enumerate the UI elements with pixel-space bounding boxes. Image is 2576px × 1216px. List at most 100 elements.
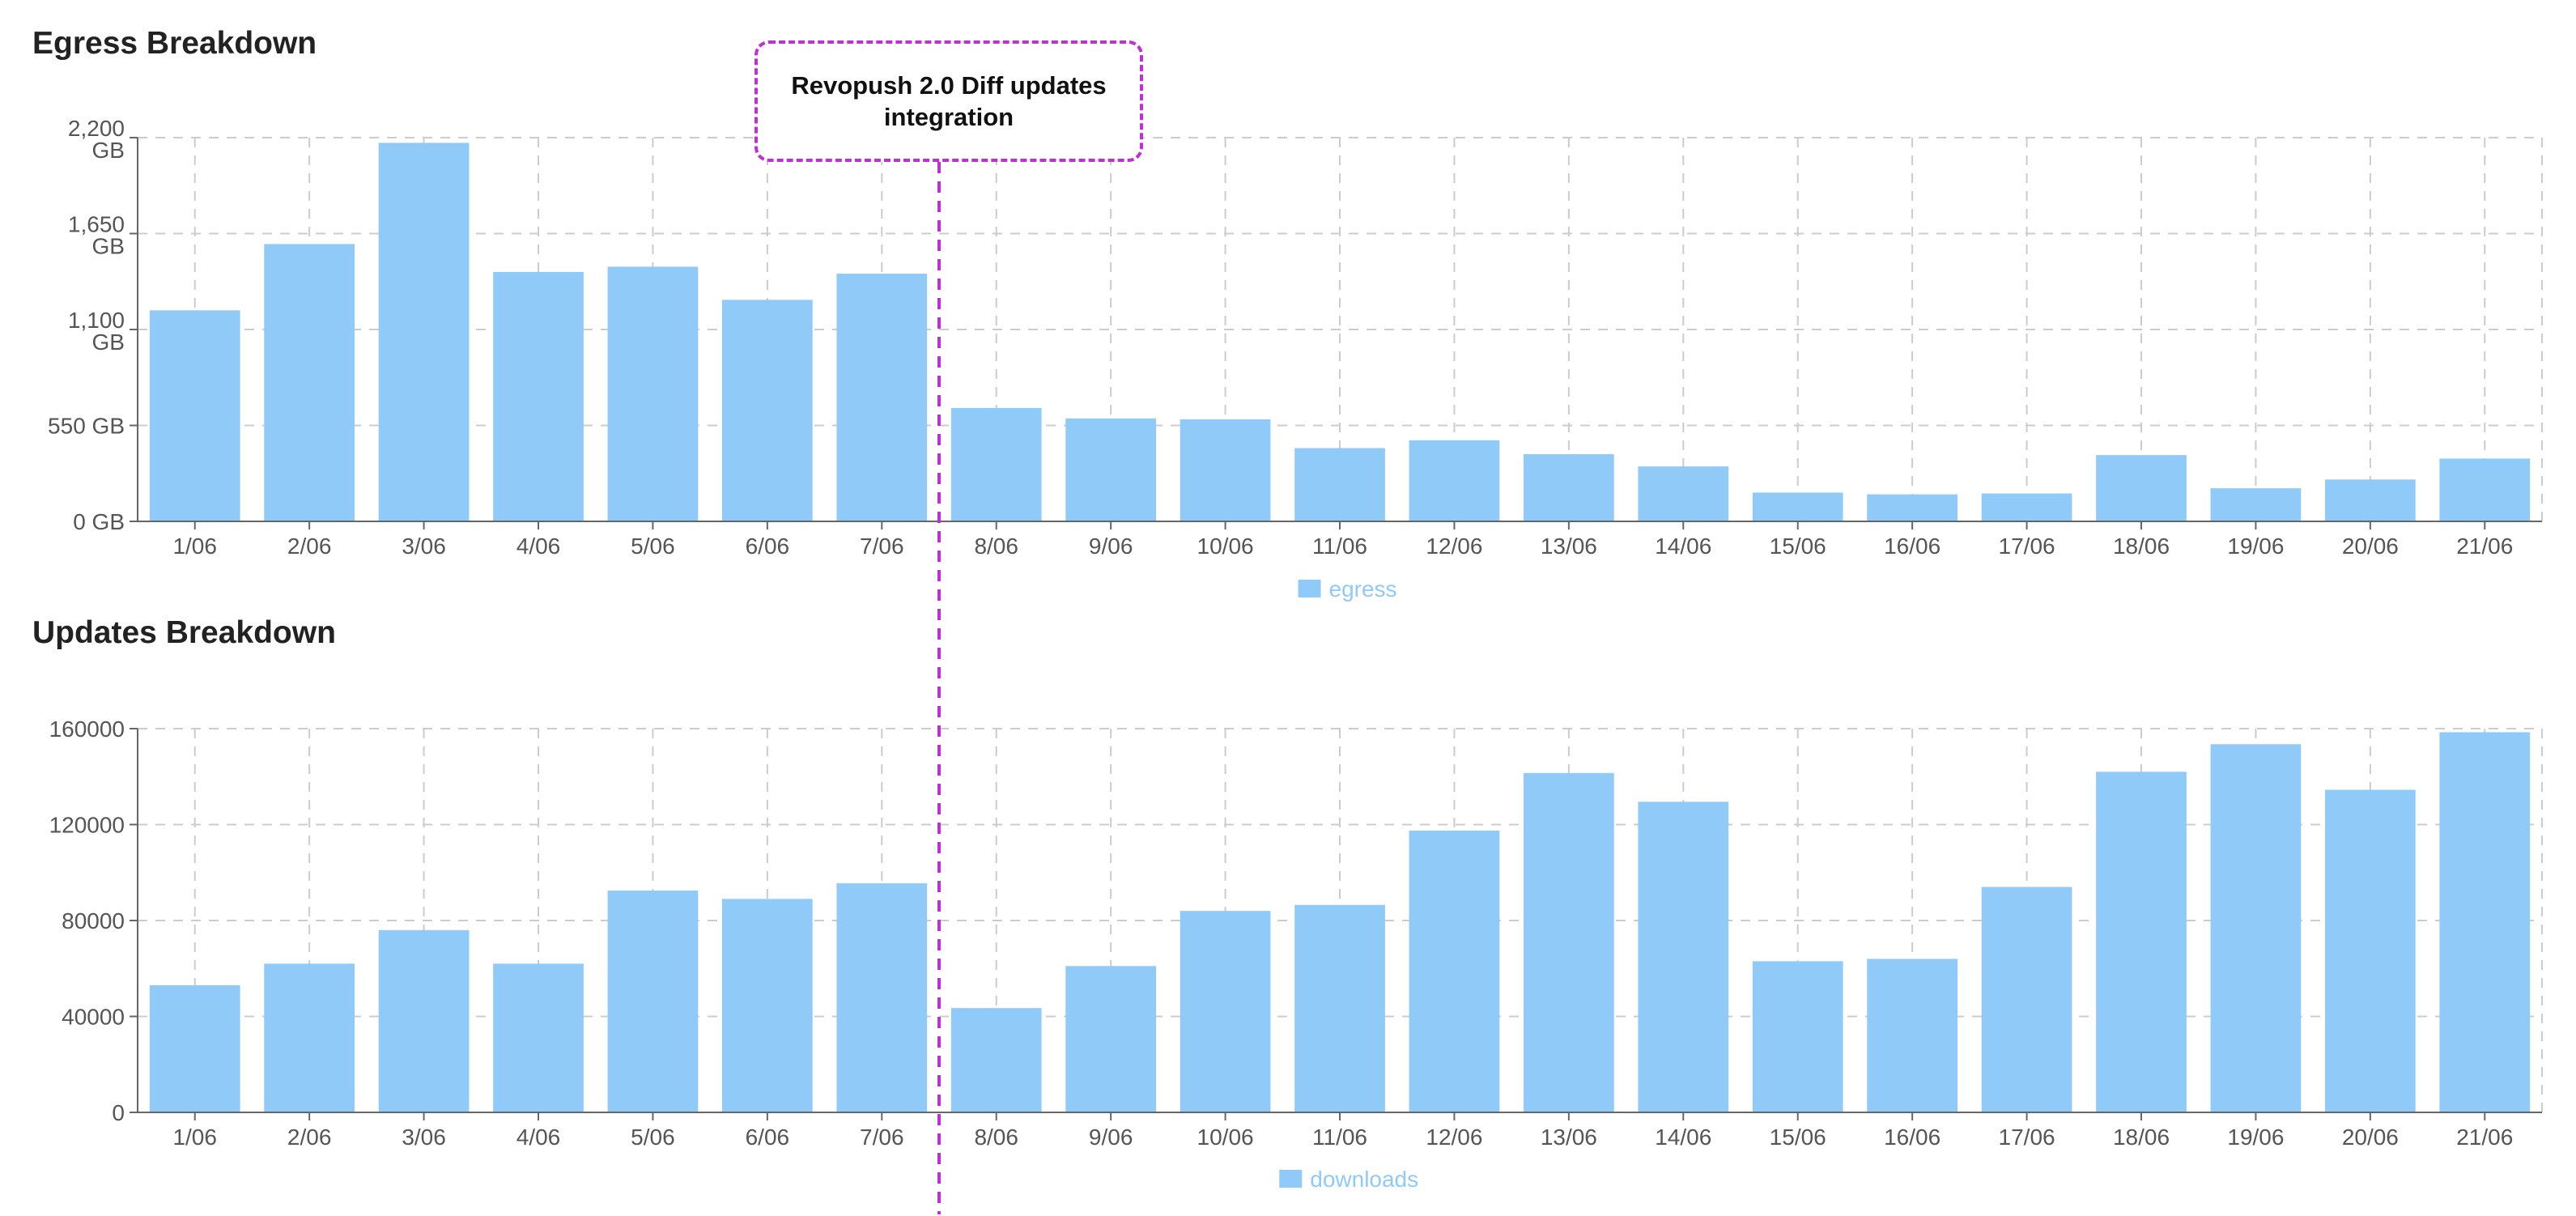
bar-downloads-14-06 (1638, 801, 1729, 1112)
x-tick-label: 20/06 (2342, 534, 2399, 559)
x-tick-label: 5/06 (631, 1125, 675, 1150)
x-tick-label: 18/06 (2113, 1125, 2170, 1150)
x-tick-label: 14/06 (1655, 1125, 1711, 1150)
bar-downloads-2-06 (264, 963, 355, 1112)
bar-egress-5-06 (607, 266, 699, 521)
bar-egress-7-06 (836, 274, 928, 521)
x-tick-label: 12/06 (1426, 1125, 1482, 1150)
x-tick-label: 9/06 (1089, 534, 1133, 559)
bar-egress-4-06 (493, 271, 584, 521)
y-tick-label: 80000 (62, 908, 125, 933)
legend-label: downloads (1310, 1167, 1418, 1192)
bar-downloads-11-06 (1294, 904, 1385, 1112)
x-tick-label: 2/06 (287, 1125, 332, 1150)
x-tick-label: 1/06 (172, 534, 217, 559)
bar-downloads-13-06 (1523, 772, 1614, 1112)
x-tick-label: 6/06 (746, 534, 790, 559)
bar-egress-18-06 (2096, 455, 2187, 521)
x-tick-label: 17/06 (1999, 534, 2055, 559)
x-tick-label: 4/06 (516, 1125, 561, 1150)
x-tick-label: 2/06 (287, 534, 332, 559)
egress-chart-title: Egress Breakdown (32, 26, 317, 61)
x-tick-label: 20/06 (2342, 1125, 2399, 1150)
x-tick-label: 4/06 (516, 534, 561, 559)
bar-egress-16-06 (1867, 494, 1958, 521)
x-tick-label: 16/06 (1884, 1125, 1941, 1150)
x-tick-label: 17/06 (1999, 1125, 2055, 1150)
bar-downloads-21-06 (2439, 732, 2531, 1112)
x-tick-label: 11/06 (1312, 534, 1367, 559)
y-tick-label: 40000 (62, 1005, 125, 1030)
bar-downloads-12-06 (1409, 830, 1500, 1112)
bar-downloads-7-06 (836, 883, 928, 1112)
x-tick-label: 1/06 (172, 1125, 217, 1150)
bar-downloads-15-06 (1752, 961, 1843, 1112)
y-tick-label: 2,200 GB (68, 116, 125, 163)
x-tick-label: 10/06 (1197, 534, 1254, 559)
x-tick-label: 7/06 (860, 534, 904, 559)
bar-egress-6-06 (721, 300, 813, 521)
x-tick-label: 15/06 (1770, 534, 1826, 559)
egress-chart: 0 GB 550 GB 1,100 GB 1,650 GB 2,200 GB 1/06 2/06 3… (48, 116, 2543, 602)
bar-downloads-4-06 (493, 963, 584, 1112)
y-tick-label: 0 (112, 1100, 125, 1125)
annotation-callout: Revopush 2.0 Diff updates integration (755, 40, 1143, 162)
y-tick-label: 0 GB (73, 509, 125, 534)
x-tick-label: 8/06 (974, 1125, 1018, 1150)
bar-downloads-20-06 (2324, 789, 2416, 1112)
x-tick-label: 16/06 (1884, 534, 1941, 559)
bar-egress-12-06 (1409, 440, 1500, 521)
x-tick-label: 5/06 (631, 534, 675, 559)
bar-egress-15-06 (1752, 492, 1843, 521)
bar-downloads-16-06 (1867, 959, 1958, 1112)
x-tick-label: 3/06 (402, 1125, 446, 1150)
bar-downloads-5-06 (607, 890, 699, 1112)
x-tick-label: 18/06 (2113, 534, 2170, 559)
x-tick-label: 13/06 (1541, 534, 1597, 559)
y-tick-label: 160000 (49, 716, 125, 742)
bar-downloads-18-06 (2096, 772, 2187, 1112)
x-tick-label: 14/06 (1655, 534, 1711, 559)
updates-chart-title: Updates Breakdown (32, 615, 336, 650)
x-tick-label: 12/06 (1426, 534, 1482, 559)
x-tick-label: 21/06 (2456, 1125, 2513, 1150)
bar-downloads-10-06 (1180, 911, 1271, 1112)
annotation-label: Revopush 2.0 Diff updates integration (791, 71, 1107, 131)
x-tick-label: 8/06 (974, 534, 1018, 559)
x-tick-label: 7/06 (860, 1125, 904, 1150)
bar-egress-2-06 (264, 244, 355, 521)
bar-downloads-3-06 (378, 929, 470, 1112)
bar-downloads-8-06 (950, 1008, 1042, 1112)
legend-swatch (1298, 580, 1321, 597)
bar-egress-21-06 (2439, 458, 2531, 521)
x-tick-label: 19/06 (2227, 534, 2284, 559)
y-tick-label: 1,100 GB (68, 308, 125, 355)
bar-egress-20-06 (2324, 479, 2416, 521)
legend-label: egress (1329, 576, 1397, 602)
bar-egress-13-06 (1523, 454, 1614, 521)
bar-downloads-9-06 (1065, 966, 1157, 1112)
updates-chart: 0 40000 80000 120000 160000 1/06 2/06 3/06 4/06 5… (49, 716, 2543, 1192)
bar-downloads-6-06 (721, 899, 813, 1112)
bar-egress-1-06 (149, 310, 240, 521)
x-tick-label: 10/06 (1197, 1125, 1254, 1150)
bar-egress-8-06 (950, 407, 1042, 521)
bar-egress-3-06 (378, 142, 470, 522)
x-tick-label: 21/06 (2456, 534, 2513, 559)
bar-egress-14-06 (1638, 466, 1729, 521)
legend-swatch (1279, 1170, 1303, 1188)
x-tick-label: 13/06 (1541, 1125, 1597, 1150)
bar-egress-10-06 (1180, 419, 1271, 521)
x-tick-label: 3/06 (402, 534, 446, 559)
bar-downloads-17-06 (1981, 886, 2072, 1112)
x-tick-label: 15/06 (1770, 1125, 1826, 1150)
bar-downloads-19-06 (2210, 744, 2302, 1112)
y-tick-label: 120000 (49, 813, 125, 838)
x-tick-label: 9/06 (1089, 1125, 1133, 1150)
bar-egress-17-06 (1981, 493, 2072, 521)
y-tick-label: 550 GB (48, 414, 125, 439)
x-tick-label: 11/06 (1312, 1125, 1367, 1150)
bar-downloads-1-06 (149, 984, 240, 1112)
x-tick-label: 19/06 (2227, 1125, 2284, 1150)
